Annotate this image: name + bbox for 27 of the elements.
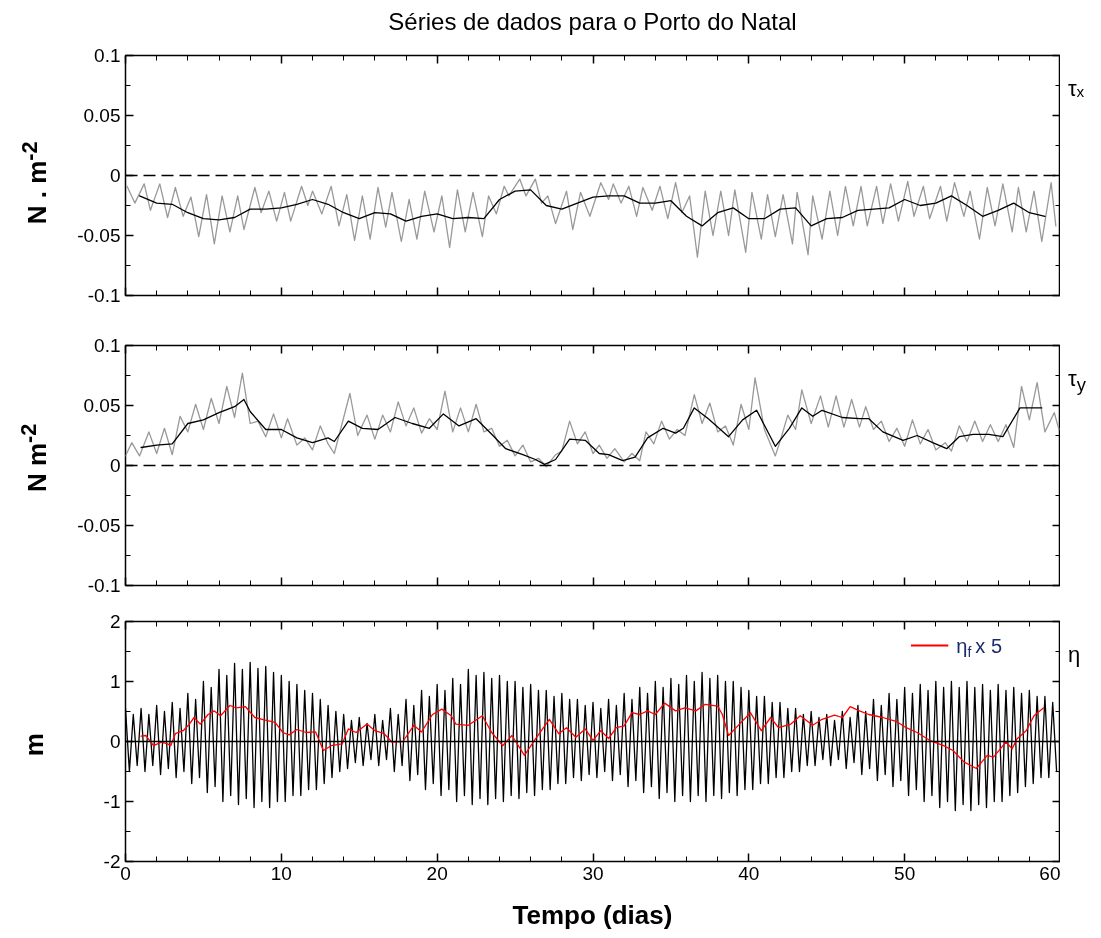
y-tick-label: -0.1 <box>87 285 121 306</box>
y-tick-label: 1 <box>109 671 121 692</box>
y-tick-label: 0 <box>109 731 121 752</box>
y-tick-label: -0.1 <box>87 575 121 596</box>
text: η <box>1067 641 1081 669</box>
text: τₓ <box>1067 75 1084 103</box>
chart-title: Séries de dados para o Porto do Natal <box>388 7 797 38</box>
y-tick-label: 0 <box>109 455 121 476</box>
y-tick-label: 2 <box>109 611 121 632</box>
x-tick-label: 60 <box>1039 862 1061 884</box>
x-tick-label: 10 <box>270 862 292 884</box>
y-tick-label: 0.1 <box>94 335 121 356</box>
x-tick-label: 40 <box>738 862 760 884</box>
x-tick-label: 30 <box>582 862 604 884</box>
y-tick-label: 0 <box>109 165 121 186</box>
y-tick-label: -1 <box>103 791 121 812</box>
x-axis-title: Tempo (dias) <box>512 898 673 932</box>
y-tick-label: -0.05 <box>77 515 121 536</box>
y-tick-label: -0.05 <box>77 225 121 246</box>
y-tick-label: -2 <box>103 851 121 872</box>
y-tick-label: 0.05 <box>83 395 121 416</box>
y-tick-label: 0.1 <box>94 45 121 66</box>
y-axis-title: m <box>18 732 51 757</box>
y-tick-label: 0.05 <box>83 105 121 126</box>
x-tick-label: 50 <box>894 862 916 884</box>
text: τ$_{y}$ <box>1067 365 1086 398</box>
x-tick-label: 20 <box>426 862 448 884</box>
